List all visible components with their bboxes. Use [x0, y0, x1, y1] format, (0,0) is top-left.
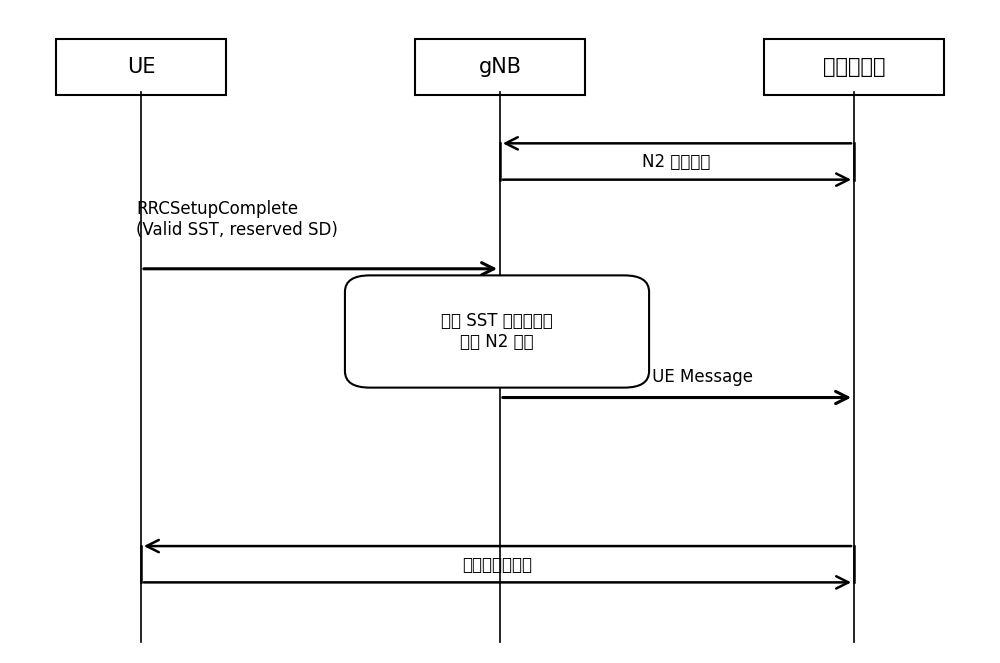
Text: 集群核心网: 集群核心网 [823, 58, 885, 78]
Text: N2 建立过程: N2 建立过程 [642, 153, 711, 171]
FancyBboxPatch shape [345, 275, 649, 388]
Text: gNB: gNB [479, 58, 522, 78]
Text: 根据 SST 选择集群核
心网 N2 接口: 根据 SST 选择集群核 心网 N2 接口 [441, 312, 553, 351]
FancyBboxPatch shape [764, 39, 944, 95]
Text: Initial UE Message: Initial UE Message [601, 368, 753, 386]
FancyBboxPatch shape [415, 39, 585, 95]
FancyBboxPatch shape [56, 39, 226, 95]
Text: UE: UE [127, 58, 155, 78]
Text: RRCSetupComplete
(Valid SST, reserved SD): RRCSetupComplete (Valid SST, reserved SD… [136, 200, 338, 239]
Text: 鉴权及会话流程: 鉴权及会话流程 [462, 556, 532, 573]
